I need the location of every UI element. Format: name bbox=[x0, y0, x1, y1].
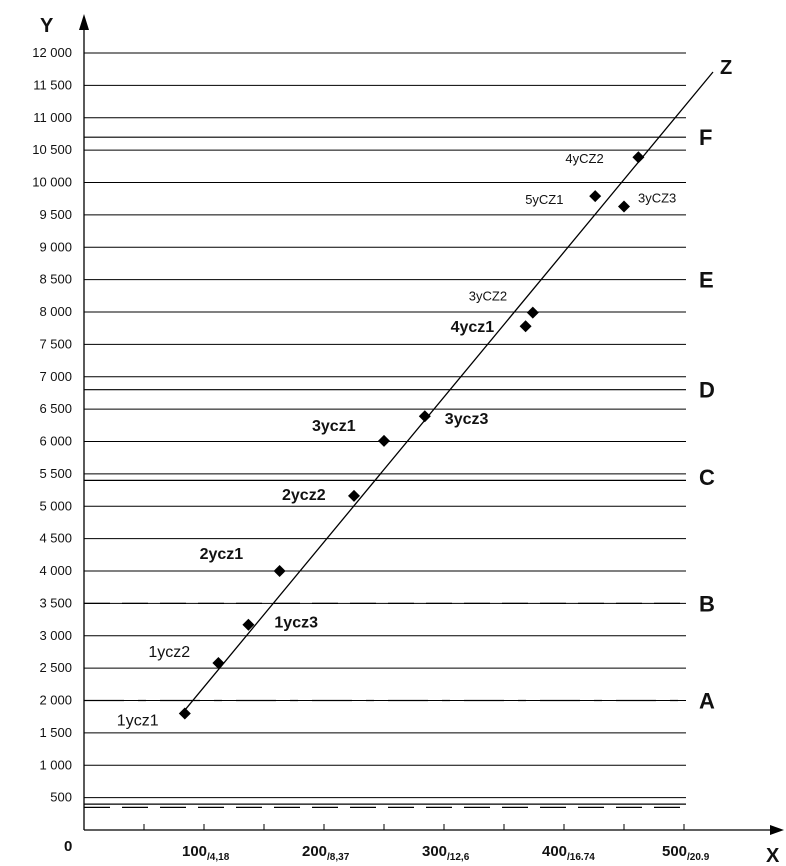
y-tick-label: 1 500 bbox=[39, 725, 72, 740]
data-point-label: 3yCZ3 bbox=[638, 190, 676, 205]
zone-label: E bbox=[699, 268, 714, 293]
data-point-marker bbox=[526, 306, 539, 319]
data-point-marker bbox=[273, 565, 286, 577]
data-point-marker bbox=[418, 410, 431, 423]
x-axis-arrow bbox=[770, 825, 784, 835]
zone-labels: A B C D E F bbox=[699, 125, 715, 713]
x-axis-label: X bbox=[766, 845, 780, 866]
y-tick-label: 4 000 bbox=[39, 563, 72, 578]
y-tick-label: 6 000 bbox=[39, 434, 72, 449]
data-point-label: 1ycz3 bbox=[274, 615, 318, 632]
data-point-label: 4ycz1 bbox=[451, 319, 495, 336]
data-point-label: 2ycz1 bbox=[200, 546, 244, 563]
y-tick-label: 3 000 bbox=[39, 628, 72, 643]
zone-label: C bbox=[699, 465, 715, 490]
data-point-marker bbox=[589, 190, 602, 203]
y-tick-label: 6 500 bbox=[39, 401, 72, 416]
y-axis-arrow bbox=[79, 14, 89, 30]
data-point-marker bbox=[178, 707, 191, 720]
zone-label: F bbox=[699, 125, 712, 150]
y-tick-label: 4 500 bbox=[39, 531, 72, 546]
data-point-marker bbox=[242, 618, 255, 631]
y-tick-label: 9 000 bbox=[39, 239, 72, 254]
y-tick-label: 2 000 bbox=[39, 693, 72, 708]
trend-line bbox=[184, 71, 714, 711]
zone-boundary-lines bbox=[84, 136, 686, 808]
x-tick-label: 200/8,37 bbox=[302, 843, 350, 863]
data-point-marker bbox=[378, 434, 390, 447]
y-tick-label: 11 500 bbox=[33, 77, 72, 92]
data-point-marker bbox=[212, 656, 225, 669]
data-point-label: 1ycz1 bbox=[117, 712, 159, 729]
data-point-label: 3ycz3 bbox=[445, 411, 489, 428]
y-tick-label: 9 500 bbox=[39, 207, 72, 222]
y-tick-label: 8 500 bbox=[39, 272, 72, 287]
x-tick-label: 400/16.74 bbox=[542, 843, 595, 863]
data-point-marker bbox=[632, 151, 645, 164]
y-tick-label: 11 000 bbox=[33, 110, 72, 125]
y-tick-labels: 500 1 000 1 500 2 000 2 500 3 000 3 500 4 000 4 … bbox=[32, 45, 72, 805]
y-tick-label: 3 500 bbox=[39, 595, 72, 610]
y-tick-label: 10 000 bbox=[32, 175, 72, 190]
trend-line-group: Z bbox=[184, 57, 732, 711]
y-tick-label: 2 500 bbox=[39, 660, 72, 675]
y-tick-label: 1 000 bbox=[39, 757, 72, 772]
axes: Y X 0 bbox=[40, 14, 784, 866]
data-point-label: 3yCZ2 bbox=[469, 289, 507, 304]
x-tick-labels: 100/4,18 200/8,37 300/12,6 400/16.74 500/20.… bbox=[182, 843, 710, 863]
y-tick-label: 5 000 bbox=[39, 498, 72, 513]
y-tick-label: 8 000 bbox=[39, 304, 72, 319]
trend-line-label: Z bbox=[720, 57, 732, 79]
data-points: 1ycz1 1ycz2 1ycz3 2ycz1 2ycz2 3ycz1 3ycz3 4ycz1… bbox=[117, 151, 676, 729]
y-tick-label: 7 000 bbox=[39, 369, 72, 384]
zone-label: D bbox=[699, 378, 715, 403]
data-point-marker bbox=[519, 320, 532, 333]
data-point-label: 5yCZ1 bbox=[525, 192, 563, 207]
data-point-label: 2ycz2 bbox=[282, 487, 326, 504]
data-point-label: 1ycz2 bbox=[148, 644, 190, 661]
data-point-label: 3ycz1 bbox=[312, 418, 356, 435]
x-tick-label: 500/20.9 bbox=[662, 843, 710, 863]
y-tick-label: 12 000 bbox=[32, 45, 72, 60]
data-point-label: 4yCZ2 bbox=[565, 151, 603, 166]
x-tick-label: 100/4,18 bbox=[182, 843, 230, 863]
y-tick-label: 500 bbox=[50, 790, 72, 805]
zone-label: A bbox=[699, 689, 715, 714]
y-axis-label: Y bbox=[40, 15, 54, 37]
y-tick-label: 5 500 bbox=[39, 466, 72, 481]
y-tick-label: 10 500 bbox=[32, 142, 72, 157]
horizontal-gridlines bbox=[84, 52, 686, 799]
data-point-marker bbox=[618, 200, 630, 213]
data-point-marker bbox=[348, 489, 360, 502]
origin-label: 0 bbox=[64, 838, 72, 855]
x-tick-label: 300/12,6 bbox=[422, 843, 470, 863]
zone-label: B bbox=[699, 591, 715, 616]
y-tick-label: 7 500 bbox=[39, 336, 72, 351]
